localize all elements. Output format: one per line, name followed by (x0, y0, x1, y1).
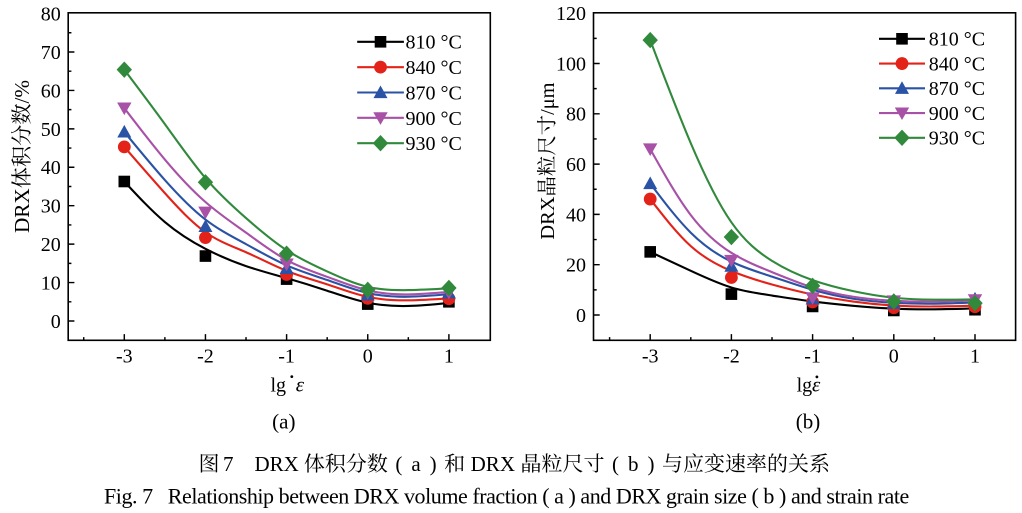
svg-text:900 °C: 900 °C (406, 108, 462, 130)
svg-text:40: 40 (41, 157, 61, 179)
svg-text:100: 100 (556, 53, 586, 75)
svg-text:70: 70 (41, 42, 61, 64)
svg-text:-1: -1 (278, 346, 295, 368)
svg-text:80: 80 (41, 3, 61, 25)
svg-text:0: 0 (889, 346, 899, 368)
svg-text:0: 0 (51, 311, 61, 333)
svg-text:1: 1 (970, 346, 980, 368)
svg-text:(a): (a) (272, 410, 295, 434)
svg-text:b: b (628, 452, 639, 476)
svg-text:900 °C: 900 °C (929, 103, 985, 125)
svg-text:1: 1 (444, 346, 454, 368)
svg-text:810 °C: 810 °C (406, 32, 462, 54)
svg-text:ε: ε (296, 373, 305, 397)
svg-text:ε: ε (812, 373, 821, 397)
svg-text:870 °C: 870 °C (929, 78, 985, 100)
svg-text:-3: -3 (116, 346, 133, 368)
svg-text:): ) (430, 452, 437, 476)
svg-text:840 °C: 840 °C (406, 57, 462, 79)
svg-text:): ) (647, 452, 654, 476)
svg-text:840 °C: 840 °C (929, 53, 985, 75)
svg-text:60: 60 (41, 80, 61, 102)
svg-text:DRX: DRX (255, 452, 299, 476)
svg-text:7: 7 (223, 452, 234, 476)
svg-text:80: 80 (566, 104, 586, 126)
svg-text:-2: -2 (197, 346, 214, 368)
svg-text:10: 10 (41, 272, 61, 294)
svg-text:20: 20 (41, 234, 61, 256)
svg-text:Fig. 7 Relationship between: Fig. 7 Relationship between DRX volume f… (104, 484, 909, 509)
svg-text:0: 0 (363, 346, 373, 368)
svg-text:120: 120 (556, 3, 586, 25)
svg-text:50: 50 (41, 119, 61, 141)
svg-text:/%: /% (10, 80, 34, 104)
svg-text:0: 0 (576, 305, 586, 327)
svg-text:(b): (b) (796, 410, 821, 434)
svg-text:60: 60 (566, 154, 586, 176)
svg-text:(: ( (612, 452, 619, 476)
svg-text:-1: -1 (804, 346, 821, 368)
svg-text:20: 20 (566, 255, 586, 277)
svg-text:DRX: DRX (537, 196, 559, 239)
svg-text:lg: lg (797, 375, 813, 397)
svg-text:40: 40 (566, 204, 586, 226)
svg-text:-2: -2 (723, 346, 740, 368)
svg-text:930 °C: 930 °C (929, 128, 985, 150)
svg-text:lg: lg (271, 375, 287, 397)
svg-text:930 °C: 930 °C (406, 133, 462, 155)
svg-text:a: a (411, 452, 421, 476)
svg-text:(: ( (395, 452, 402, 476)
svg-text:/μm: /μm (537, 82, 559, 115)
svg-text:870 °C: 870 °C (406, 82, 462, 104)
svg-text:-3: -3 (642, 346, 659, 368)
svg-text:DRX: DRX (10, 188, 34, 233)
svg-text:810 °C: 810 °C (929, 29, 985, 51)
svg-text:DRX: DRX (471, 452, 515, 476)
svg-text:30: 30 (41, 196, 61, 218)
